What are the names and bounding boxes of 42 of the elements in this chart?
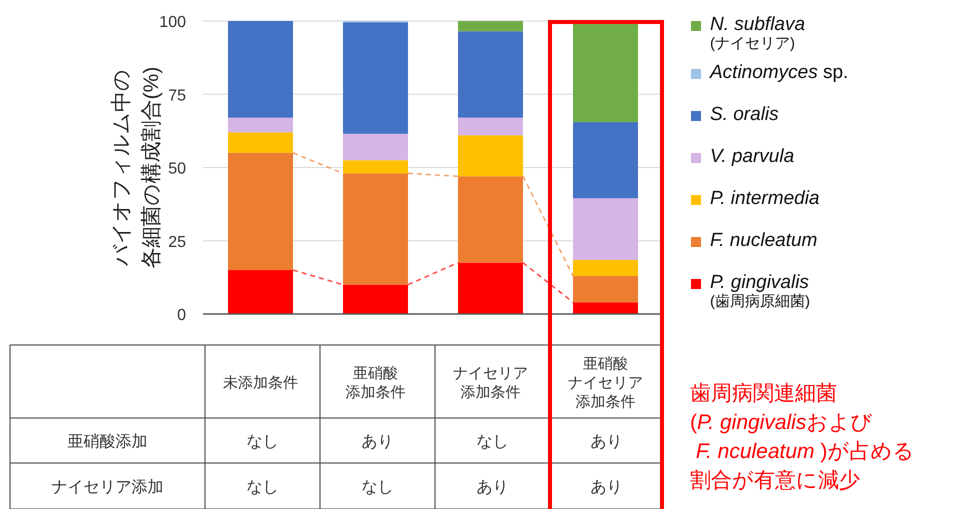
bar bbox=[343, 134, 408, 160]
bar bbox=[228, 132, 293, 153]
legend-label: P. gingivalis (歯周病原細菌) bbox=[710, 272, 810, 310]
bar bbox=[573, 260, 638, 276]
text: あり bbox=[476, 479, 508, 496]
legend-label: V. parvula bbox=[710, 146, 794, 167]
bar bbox=[458, 176, 523, 263]
text: なし bbox=[476, 434, 508, 450]
bar bbox=[573, 198, 638, 260]
text: あり bbox=[362, 434, 394, 450]
text: あり bbox=[590, 434, 622, 450]
bar bbox=[458, 31, 523, 118]
bar bbox=[228, 118, 293, 132]
text: あり bbox=[590, 479, 622, 496]
x-tick-label: 未添加条件 bbox=[223, 374, 298, 392]
text: なし bbox=[246, 434, 278, 450]
text: なし bbox=[246, 479, 278, 496]
legend-label: N. subflava (ナイセリア) bbox=[710, 14, 806, 52]
text: 歯周病関連細菌(P. gingivalisおよび F. nculeatum )が占める割合が有意に減少 bbox=[690, 382, 914, 492]
legend-label: Actinomyces sp. bbox=[709, 62, 848, 83]
x-tick-label: 亜硝酸添加条件 bbox=[346, 365, 406, 401]
text: なし bbox=[362, 479, 394, 496]
bar bbox=[573, 122, 638, 198]
bar bbox=[458, 118, 523, 136]
legend-label: P. intermedia bbox=[710, 188, 820, 209]
legend-label: S. oralis bbox=[710, 104, 780, 125]
x-tick-label: ナイセリア添加条件 bbox=[453, 365, 528, 401]
x-tick-label: 亜硝酸ナイセリア添加条件 bbox=[568, 356, 643, 410]
bar bbox=[343, 160, 408, 174]
bar bbox=[458, 21, 523, 32]
y-axis-title: バイオフィルム中の各細菌の構成割合(%) bbox=[110, 66, 163, 268]
y-tick-label: 25 bbox=[168, 234, 186, 251]
bar bbox=[228, 21, 293, 118]
y-tick-label: 100 bbox=[159, 14, 186, 31]
y-tick-label: 0 bbox=[177, 307, 186, 324]
y-tick-label: 75 bbox=[168, 87, 186, 104]
legend-label: F. nucleatum bbox=[710, 230, 818, 251]
bar bbox=[458, 135, 523, 176]
y-tick-label: 50 bbox=[168, 160, 186, 178]
bar bbox=[343, 22, 408, 134]
text: 亜硝酸添加 bbox=[68, 434, 148, 450]
text: ナイセリア添加 bbox=[52, 479, 164, 496]
